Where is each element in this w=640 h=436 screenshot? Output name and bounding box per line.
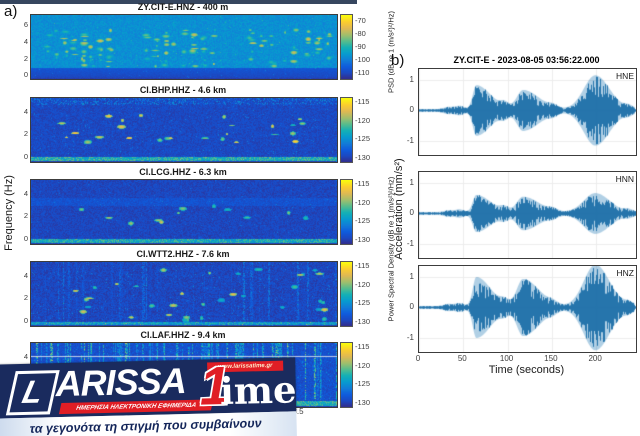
colorbar-tick: -115 [355,97,370,107]
watermark-main-banner: L ARISSA ΗΜΕΡΗΣΙΑ ΗΛΕΚΤΡΟΝΙΚΗ ΕΦΗΜΕΡΙΔΑ … [0,356,298,419]
freq-axis-tick: 2 [23,210,28,220]
accel-axis-tick: 1 [409,271,414,281]
channel-label: HNZ [616,268,634,278]
spectrogram-title: CI.BHP.HHZ - 4.6 km [139,85,227,95]
colorbar-gradient [340,342,353,408]
spectrogram-row: ZY.CIT-E.HNZ - 400 m 6 4 2 0 -70 -80 -90 -100 -1… [0,2,400,82]
colorbar-tick: -70 [355,16,366,26]
colorbar-tick: -130 [355,397,371,407]
colorbar-gradient [340,179,353,245]
freq-axis-tick: 6 [23,20,28,30]
freq-axis-tick: 0 [23,233,28,243]
panel-b-title: ZY.CIT-E - 2023-08-05 03:56:22.000 [453,55,600,65]
freq-axis-tick: 2 [23,53,28,63]
spectrogram-canvas [30,14,338,80]
waveform-canvas [418,68,637,156]
channel-label: HNN [615,174,634,184]
panel-b-label: b) [391,52,405,69]
waveform-row: HNE 1 0 -1 [407,68,640,156]
freq-axis-tick: 0 [23,315,28,325]
colorbar-tick: -90 [355,42,366,51]
colorbar-tick: -110 [355,67,370,77]
freq-axis-tick: 4 [23,36,28,46]
time-axis-ticks: 0 50 100 150 200 [415,354,635,364]
colorbar-gradient [340,261,353,327]
accel-axis-tick: -1 [406,136,414,146]
accel-axis-tick: -1 [406,333,414,343]
spectrogram-canvas [30,261,338,327]
spectrogram-title: CI.LAF.HHZ - 9.4 km [140,330,226,340]
colorbar-tick: -120 [355,361,371,371]
accel-axis-tick: 0 [409,302,414,312]
time-axis-label: Time (seconds) [488,364,565,376]
time-axis-tick: 150 [544,354,558,363]
colorbar-tick: -125 [355,297,371,307]
freq-axis-tick: 4 [23,189,28,199]
time-axis-tick: 200 [588,354,602,363]
freq-axis-tick: 2 [23,128,28,138]
waveform-row: HNN 1 0 -1 [407,171,640,259]
time-axis-tick: 50 [457,354,467,363]
colorbar-gradient [340,14,353,80]
colorbar-tick: -130 [355,152,371,162]
colorbar-tick: -130 [355,316,371,326]
colorbar-tick: -125 [355,378,371,388]
freq-axis-tick: 4 [23,352,28,362]
spectrogram-title: CI.WTT2.HHZ - 7.6 km [136,249,230,259]
colorbar-gradient [340,97,353,163]
colorbar-tick: -120 [355,198,371,208]
colorbar-tick: -115 [355,179,370,189]
accel-axis-tick: 1 [409,177,414,187]
colorbar-tick: -80 [355,29,366,39]
time-axis-tick: 100 [499,354,514,363]
logo-ribbon-text: ΗΜΕΡΗΣΙΑ ΗΛΕΚΤΡΟΝΙΚΗ ΕΦΗΜΕΡΙΔΑ [58,399,214,415]
spectrogram-xtick: 3.5 [292,407,304,416]
freq-axis-tick: 0 [23,70,28,80]
spectrogram-row: CI.BHP.HHZ - 4.6 km 4 2 0 -115 -120 -125 -130 [0,85,400,165]
spectrogram-canvas [30,97,338,163]
freq-axis-tick: 4 [23,107,28,117]
colorbar-tick: -115 [355,261,370,271]
spectrogram-canvas [30,179,338,245]
accel-axis-tick: 0 [409,105,414,115]
panel-a-label: a) [4,3,18,20]
colorbar-tick: -120 [355,116,371,126]
freq-axis-tick: 0 [23,151,28,161]
colorbar-tick: -100 [355,54,371,64]
spectrogram-title: ZY.CIT-E.HNZ - 400 m [137,2,229,12]
freq-axis-tick: 4 [23,271,28,281]
waveform-canvas [418,171,637,259]
waveform-row: HNZ 1 0 -1 [407,265,640,353]
colorbar-tick: -130 [355,234,371,244]
accel-axis-tick: -1 [406,239,414,249]
spectrogram-row: CI.LCG.HHZ - 6.3 km 4 2 0 -115 -120 -125 -130 [0,167,400,247]
waveform-canvas [418,265,637,353]
logo-time-text: ime [219,367,298,414]
colorbar-tick: -115 [355,342,370,352]
time-axis-tick: 0 [415,354,421,363]
larissatime-watermark: L ARISSA ΗΜΕΡΗΣΙΑ ΗΛΕΚΤΡΟΝΙΚΗ ΕΦΗΜΕΡΙΔΑ … [0,356,298,436]
logo-l-mark: L [5,370,60,416]
spectrogram-row: CI.WTT2.HHZ - 7.6 km 4 2 0 -115 -120 -125 -130 [0,249,400,329]
logo-l-letter: L [19,373,47,411]
logo-brand-text: ARISSA [55,360,187,405]
colorbar-tick: -120 [355,280,371,290]
colorbar-tick: -125 [355,133,371,143]
colorbar-tick: -125 [355,215,371,225]
top-artifact-bar [0,0,357,4]
accel-axis-tick: 1 [409,74,414,84]
channel-label: HNE [616,71,634,81]
freq-axis-tick: 2 [23,292,28,302]
accel-axis-tick: 0 [409,208,414,218]
spectrogram-title: CI.LCG.HHZ - 6.3 km [139,167,227,177]
